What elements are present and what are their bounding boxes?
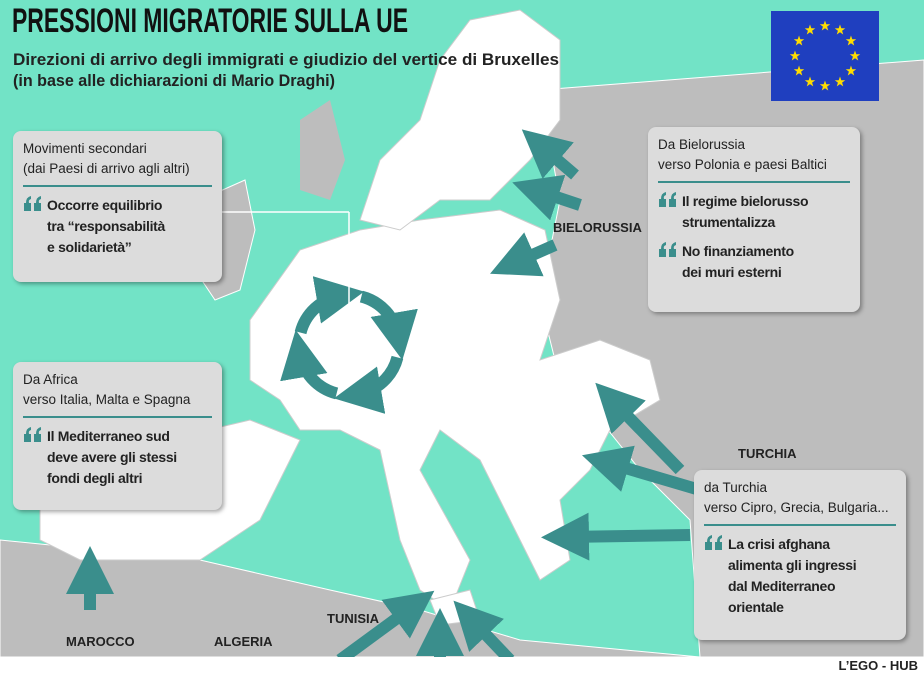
box-heading: Movimenti secondari (dai Paesi di arrivo … (23, 139, 212, 187)
subtitle: Direzioni di arrivo degli immigrati e gi… (13, 50, 559, 69)
title: PRESSIONI MIGRATORIE SULLA UE (12, 2, 408, 40)
circular-arrow (333, 355, 404, 414)
flag-star (793, 35, 805, 46)
country-label: ALGERIA (214, 634, 273, 649)
callout-box: Movimenti secondari (dai Paesi di arrivo … (13, 131, 222, 282)
arrow (512, 174, 582, 221)
flag-star (845, 65, 857, 76)
quote-line: dal Mediterraneo (728, 578, 836, 594)
flag-star (789, 50, 801, 61)
arrow (336, 590, 435, 665)
callout-box: Da Africa verso Italia, Malta e Spagna Il … (13, 362, 222, 510)
flag-star (819, 80, 831, 91)
heading-line: Da Africa (23, 372, 78, 387)
quote-line: orientale (728, 599, 784, 615)
circular-arrow (359, 290, 418, 361)
flag-star (804, 76, 816, 87)
quote-line: Il regime bielorusso (682, 193, 809, 209)
quote-line: dei muri esterni (682, 264, 782, 280)
flag-star (804, 24, 816, 35)
quote-line: strumentalizza (682, 214, 776, 230)
quote: Il Mediterraneo sud deve avere gli stessi… (23, 426, 212, 489)
heading-line: verso Italia, Malta e Spagna (23, 392, 191, 407)
quote-line: fondi degli altri (47, 470, 143, 486)
arrow (521, 129, 579, 180)
quote: Occorre equilibrio tra “responsabilità e s… (23, 195, 212, 258)
flag-star (793, 65, 805, 76)
quote-line: alimenta gli ingressi (728, 557, 857, 573)
arrow (541, 512, 691, 561)
quote: No finanziamento dei muri esterni (658, 241, 850, 283)
flag-star (845, 35, 857, 46)
quote-text: No finanziamento dei muri esterni (682, 241, 794, 283)
box-heading: da Turchia verso Cipro, Grecia, Bulgaria.… (704, 478, 896, 526)
country-label: BIELORUSSIA (553, 220, 642, 235)
flag-star (819, 20, 831, 31)
quote-line: No finanziamento (682, 243, 794, 259)
quote-line: Occorre equilibrio (47, 197, 163, 213)
heading-line: Movimenti secondari (23, 141, 147, 156)
quote-icon (24, 427, 41, 442)
arrow (490, 232, 558, 277)
heading-line: Da Bielorussia (658, 137, 746, 152)
callout-box: da Turchia verso Cipro, Grecia, Bulgaria.… (694, 470, 906, 640)
quote-line: Il Mediterraneo sud (47, 428, 170, 444)
heading-line: (dai Paesi di arrivo agli altri) (23, 161, 190, 176)
country-label: TURCHIA (738, 446, 797, 461)
arrow (595, 382, 685, 475)
quote-text: Occorre equilibrio tra “responsabilità e s… (47, 195, 165, 258)
flag-star (834, 76, 846, 87)
box-heading: Da Bielorussia verso Polonia e paesi Balt… (658, 135, 850, 183)
heading-line: verso Cipro, Grecia, Bulgaria... (704, 500, 889, 515)
heading-line: da Turchia (704, 480, 768, 495)
quote-icon (659, 192, 676, 207)
callout-box: Da Bielorussia verso Polonia e paesi Balt… (648, 127, 860, 312)
heading-line: verso Polonia e paesi Baltici (658, 157, 827, 172)
quote-line: tra “responsabilità (47, 218, 166, 234)
flag-star (834, 24, 846, 35)
circular-arrow (280, 329, 339, 400)
quote-text: Il regime bielorusso strumentalizza (682, 191, 809, 233)
quote-text: Il Mediterraneo sud deve avere gli stessi… (47, 426, 177, 489)
arrow (581, 445, 702, 496)
quote-icon (659, 242, 676, 257)
quote-text: La crisi afghana alimenta gli ingressi dal… (728, 534, 857, 618)
credit: L’EGO - HUB (839, 658, 918, 673)
quote: Il regime bielorusso strumentalizza (658, 191, 850, 233)
circular-arrow (294, 276, 365, 335)
country-label: MAROCCO (66, 634, 135, 649)
quote-line: La crisi afghana (728, 536, 830, 552)
subtitle: (in base alle dichiarazioni di Mario Dra… (13, 71, 335, 90)
quote: La crisi afghana alimenta gli ingressi dal… (704, 534, 896, 618)
quote-icon (24, 196, 41, 211)
quote-line: e solidarietà” (47, 239, 132, 255)
flag-star (849, 50, 861, 61)
country-label: TUNISIA (327, 611, 380, 626)
quote-icon (705, 535, 722, 550)
arrow (453, 600, 515, 665)
box-heading: Da Africa verso Italia, Malta e Spagna (23, 370, 212, 418)
quote-line: deve avere gli stessi (47, 449, 177, 465)
